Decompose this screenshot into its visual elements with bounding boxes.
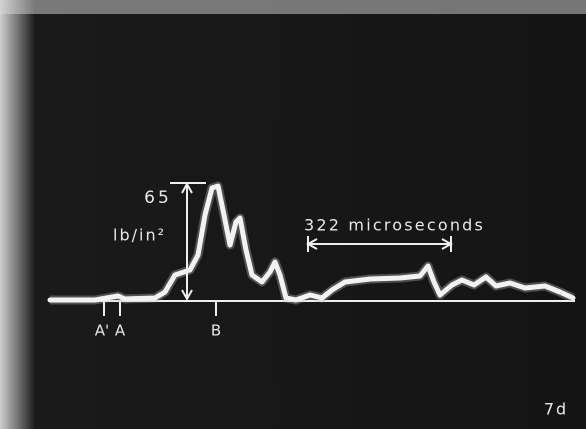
duration-label: 322 microseconds — [304, 216, 485, 235]
top-edge — [0, 0, 586, 14]
marker-label: A — [115, 322, 126, 340]
figure-label: 7d — [544, 400, 568, 419]
oscilloscope-photo: 65 lb/in² 322 microseconds A' A B 7d — [0, 0, 586, 429]
page: 65 lb/in² 322 microseconds A' A B 7d (()… — [0, 0, 586, 429]
pressure-unit: lb/in² — [113, 226, 166, 245]
screen-background — [0, 0, 586, 429]
marker-label: A' — [95, 322, 109, 340]
pressure-value: 65 — [144, 188, 172, 208]
marker-label: B — [211, 322, 221, 340]
